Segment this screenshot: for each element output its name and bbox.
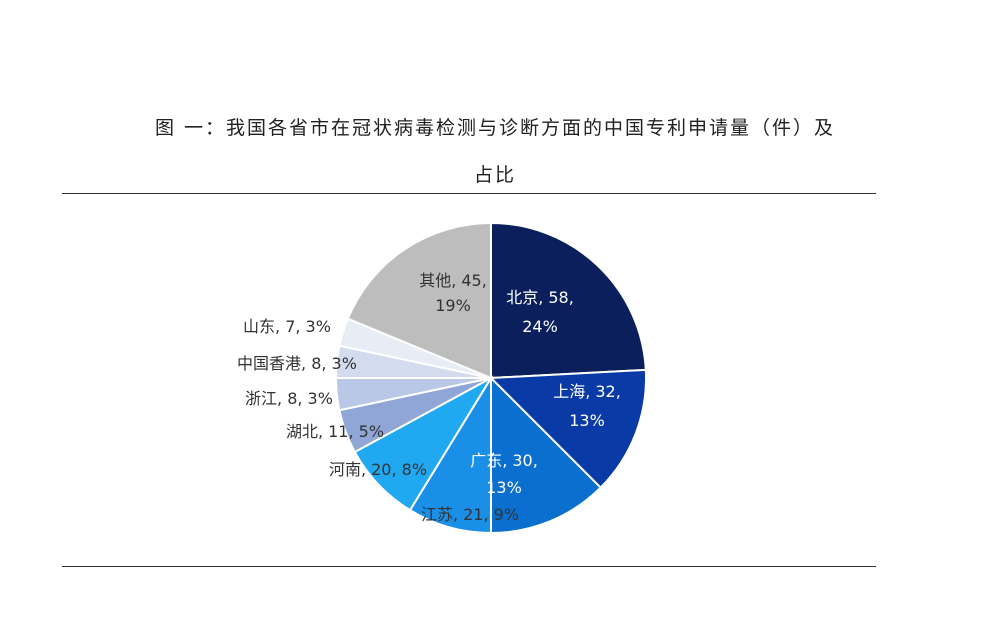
slice-label-中国香港: 中国香港, 8, 3% [237,354,357,373]
slice-label-浙江: 浙江, 8, 3% [245,389,333,408]
slice-label-上海: 上海, 32, [553,382,621,401]
slice-percent-北京: 24% [522,317,558,336]
pie-slice-江苏 [408,374,492,535]
chart-title-line2: 占比 [473,164,516,186]
slice-label-湖北: 湖北, 11, 5% [286,422,384,441]
slice-label-其他: 其他, 45, [419,271,487,290]
pie-slice-上海 [488,368,647,490]
slice-percent-其他: 19% [435,296,471,315]
pie-slice-广东 [490,375,603,535]
slice-label-河南: 河南, 20, 8% [329,460,427,479]
slice-label-北京: 北京, 58, [506,288,574,307]
chart-title-line1: 图 一：我国各省市在冠状病毒检测与诊断方面的中国专利申请量（件）及 [154,117,836,139]
slice-label-江苏: 江苏, 21, 9% [421,505,519,524]
slice-percent-广东: 13% [486,478,522,497]
pie-slice-北京 [490,221,647,380]
slice-percent-上海: 13% [569,411,605,430]
bottom-rule [62,566,876,567]
top-rule [62,193,876,194]
slice-label-广东: 广东, 30, [470,451,538,470]
slice-label-山东: 山东, 7, 3% [243,317,331,336]
pie-slice-其他 [346,221,492,380]
